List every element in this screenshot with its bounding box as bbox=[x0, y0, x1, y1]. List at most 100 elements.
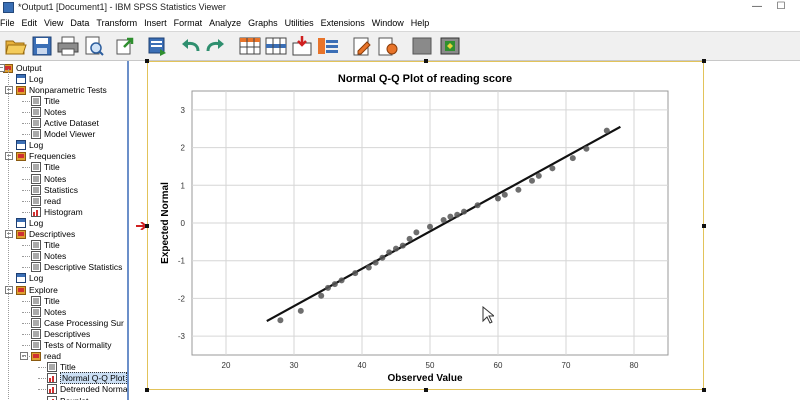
outline-item-label: Active Dataset bbox=[44, 118, 99, 128]
designate-window-icon[interactable] bbox=[438, 35, 462, 57]
insert-output-icon[interactable] bbox=[350, 35, 374, 57]
outline-item[interactable]: Tests of Normality bbox=[31, 340, 112, 351]
menu-view[interactable]: View bbox=[44, 18, 64, 28]
outline-item[interactable]: Case Processing Sur bbox=[31, 317, 124, 328]
redo-icon[interactable] bbox=[204, 35, 228, 57]
outline-item[interactable]: Title bbox=[31, 240, 60, 251]
data-point bbox=[515, 186, 522, 193]
outline-item[interactable]: Active Dataset bbox=[31, 118, 99, 129]
menu-utilities[interactable]: Utilities bbox=[284, 18, 314, 28]
outline-item[interactable]: Notes bbox=[31, 173, 66, 184]
table-icon bbox=[31, 340, 41, 350]
collapse-toggle[interactable]: − bbox=[5, 284, 13, 294]
collapse-toggle[interactable]: − bbox=[5, 229, 13, 238]
menu-graphs[interactable]: Graphs bbox=[248, 18, 278, 28]
goto-data-icon[interactable] bbox=[238, 35, 262, 57]
tree-connector bbox=[38, 367, 46, 369]
title-icon bbox=[31, 162, 41, 173]
print-preview-icon[interactable] bbox=[82, 35, 106, 57]
outline-item[interactable]: Notes bbox=[31, 106, 66, 117]
qq-plot-frame[interactable]: Normal Q-Q Plot of reading score 20 30 40 5… bbox=[147, 61, 704, 390]
goto-case-icon[interactable] bbox=[264, 35, 288, 57]
title-icon bbox=[31, 240, 41, 251]
menu-data[interactable]: Data bbox=[70, 18, 90, 28]
selection-handle[interactable] bbox=[424, 59, 428, 63]
window-title: *Output1 [Document1] - IBM SPSS Statisti… bbox=[18, 2, 226, 12]
outline-pane[interactable]: Output − Log Nonparametric Tests − Title Notes… bbox=[0, 61, 127, 400]
log-icon bbox=[16, 73, 26, 84]
data-point bbox=[399, 242, 406, 249]
selection-handle[interactable] bbox=[145, 59, 149, 63]
collapse-toggle[interactable]: − bbox=[5, 151, 13, 161]
outline-item[interactable]: Log bbox=[16, 140, 43, 151]
selection-handle[interactable] bbox=[424, 388, 428, 392]
menu-window[interactable]: Window bbox=[371, 18, 404, 28]
outline-item[interactable]: Nonparametric Tests bbox=[16, 84, 107, 95]
menu-help[interactable]: Help bbox=[410, 18, 430, 28]
tree-connector bbox=[22, 123, 30, 124]
outline-item[interactable]: read bbox=[31, 195, 61, 206]
outline-item-label: read bbox=[44, 195, 62, 206]
outline-item[interactable]: Descriptives bbox=[31, 328, 90, 339]
x-tick-label: 40 bbox=[358, 361, 367, 370]
collapse-toggle[interactable]: − bbox=[5, 84, 13, 94]
menu-edit[interactable]: Edit bbox=[21, 18, 38, 28]
collapse-toggle[interactable]: − bbox=[0, 63, 5, 72]
mouse-cursor-icon bbox=[482, 306, 494, 324]
menu-file[interactable]: File bbox=[0, 18, 15, 28]
selection-handle[interactable] bbox=[145, 224, 149, 228]
outline-item[interactable]: Descriptive Statistics bbox=[31, 262, 122, 273]
undo-icon[interactable] bbox=[178, 35, 202, 57]
print-icon[interactable] bbox=[56, 35, 80, 57]
outline-item[interactable]: Title bbox=[47, 362, 76, 373]
export-icon[interactable] bbox=[114, 35, 138, 57]
y-tick-label: -1 bbox=[178, 257, 186, 266]
outline-item[interactable]: Title bbox=[31, 95, 60, 106]
outline-item[interactable]: Title bbox=[31, 162, 60, 173]
menu-format[interactable]: Format bbox=[173, 18, 203, 28]
outline-item[interactable]: Detrended Norma bbox=[47, 384, 127, 395]
selection-handle[interactable] bbox=[702, 224, 706, 228]
data-point bbox=[365, 264, 372, 271]
data-point bbox=[277, 317, 284, 324]
tree-connector bbox=[22, 300, 30, 302]
open-icon[interactable] bbox=[4, 35, 28, 57]
outline-item[interactable]: Model Viewer bbox=[31, 129, 95, 140]
selection-handle[interactable] bbox=[702, 388, 706, 392]
maximize-button[interactable]: ☐ bbox=[776, 1, 786, 12]
selection-handle[interactable] bbox=[145, 388, 149, 392]
outline-item[interactable]: Notes bbox=[31, 251, 66, 262]
save-icon[interactable] bbox=[30, 35, 54, 57]
outline-item[interactable]: Statistics bbox=[31, 184, 78, 195]
outline-item[interactable]: Notes bbox=[31, 306, 66, 317]
minimize-button[interactable]: — bbox=[752, 1, 762, 12]
menu-insert[interactable]: Insert bbox=[144, 18, 167, 28]
recall-dialog-icon[interactable] bbox=[146, 35, 170, 57]
data-point bbox=[297, 307, 304, 314]
show-output-icon[interactable] bbox=[376, 35, 400, 57]
title-icon bbox=[31, 295, 41, 306]
outline-item[interactable]: Histogram bbox=[31, 206, 83, 217]
outline-item[interactable]: Log bbox=[16, 273, 43, 284]
hide-icon[interactable] bbox=[410, 35, 434, 57]
outline-item[interactable]: Log bbox=[16, 73, 43, 84]
chart-icon bbox=[47, 384, 57, 395]
menu-transform[interactable]: Transform bbox=[96, 18, 138, 28]
selection-handle[interactable] bbox=[702, 59, 706, 63]
pane-splitter[interactable] bbox=[127, 61, 131, 400]
outline-item[interactable]: Descriptives bbox=[16, 229, 75, 240]
tree-connector bbox=[22, 167, 30, 169]
outline-item[interactable]: Log bbox=[16, 217, 43, 228]
outline-item[interactable]: Boxplot bbox=[47, 395, 88, 400]
tree-connector bbox=[22, 100, 30, 102]
menu-analyze[interactable]: Analyze bbox=[209, 18, 242, 28]
outline-item[interactable]: Explore bbox=[16, 284, 58, 295]
goto-variable-icon[interactable] bbox=[290, 35, 314, 57]
outline-item[interactable]: read bbox=[31, 351, 61, 362]
tree-connector bbox=[22, 111, 30, 113]
outline-item[interactable]: Title bbox=[31, 295, 60, 306]
variables-icon[interactable] bbox=[316, 35, 340, 57]
outline-item[interactable]: Normal Q-Q Plot bbox=[47, 372, 127, 385]
outline-item[interactable]: Frequencies bbox=[16, 151, 76, 162]
menu-extensions[interactable]: Extensions bbox=[320, 18, 365, 28]
